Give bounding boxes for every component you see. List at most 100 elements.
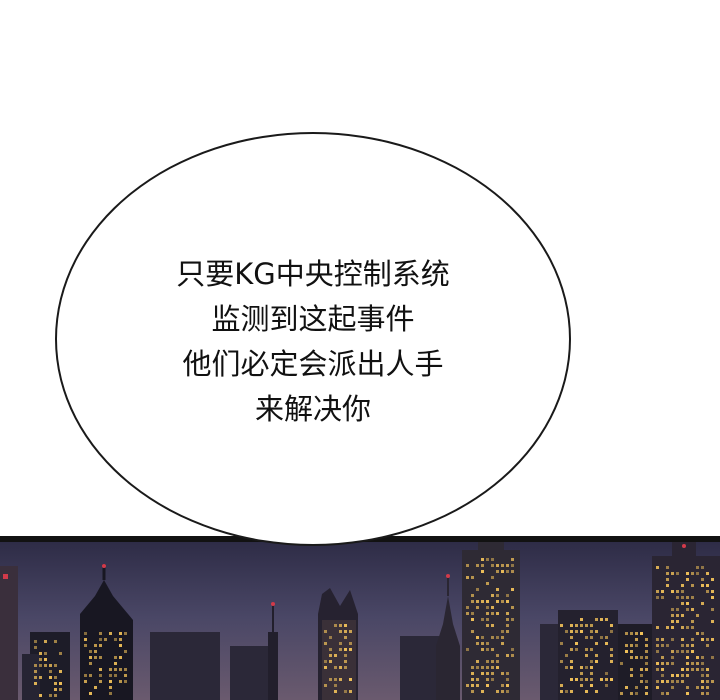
window-light [329, 654, 332, 657]
window-light [84, 638, 87, 641]
window-light [565, 666, 568, 669]
window-light [580, 618, 583, 621]
window-light [466, 564, 469, 567]
window-light [691, 608, 694, 611]
window-light [691, 626, 694, 629]
window-light [511, 606, 514, 609]
window-light [585, 624, 588, 627]
window-light [671, 638, 674, 641]
window-light [656, 662, 659, 665]
window-light [711, 620, 714, 623]
window-light [570, 630, 573, 633]
window-light [109, 692, 112, 695]
window-light [481, 564, 484, 567]
speech-line-4: 来解决你 [254, 392, 371, 426]
window-light [491, 666, 494, 669]
window-light [691, 596, 694, 599]
window-light [605, 618, 608, 621]
window-light [560, 660, 563, 663]
window-light [99, 656, 102, 659]
window-light [666, 584, 669, 587]
window-light [506, 612, 509, 615]
window-light [466, 612, 469, 615]
window-light [119, 668, 122, 671]
window-light [696, 572, 699, 575]
window-light [54, 682, 57, 685]
window-light [59, 652, 62, 655]
window-light [511, 618, 514, 621]
window-light [701, 674, 704, 677]
window-light [570, 690, 573, 693]
window-light [476, 660, 479, 663]
window-light [595, 690, 598, 693]
window-light [486, 612, 489, 615]
window-light [99, 638, 102, 641]
window-light [590, 648, 593, 651]
city-skyline-panel [0, 536, 720, 700]
window-light [565, 690, 568, 693]
window-light [486, 672, 489, 675]
window-light [506, 678, 509, 681]
window-light [701, 566, 704, 569]
speech-line-3: 他们必定会派出人手 [182, 347, 444, 381]
window-light [491, 564, 494, 567]
window-light [681, 614, 684, 617]
window-light [610, 654, 613, 657]
window-light [560, 684, 563, 687]
window-light [109, 680, 112, 683]
window-light [620, 692, 623, 695]
window-light [501, 564, 504, 567]
window-light [34, 646, 37, 649]
window-light [486, 582, 489, 585]
window-light [511, 654, 514, 657]
window-light [625, 632, 628, 635]
window-light [585, 666, 588, 669]
window-light [466, 576, 469, 579]
window-light [676, 680, 679, 683]
window-light [610, 648, 613, 651]
window-light [676, 572, 679, 575]
window-light [590, 630, 593, 633]
window-light [54, 664, 57, 667]
window-light [44, 664, 47, 667]
window-light [661, 596, 664, 599]
window-light [49, 670, 52, 673]
window-light [496, 564, 499, 567]
window-light [124, 674, 127, 677]
window-light [671, 674, 674, 677]
window-light [671, 626, 674, 629]
window-light [339, 630, 342, 633]
window-light [590, 672, 593, 675]
window-light [496, 612, 499, 615]
window-light [671, 572, 674, 575]
window-light [344, 630, 347, 633]
window-light [671, 686, 674, 689]
window-light [681, 668, 684, 671]
window-light [671, 608, 674, 611]
window-light [706, 668, 709, 671]
window-light [99, 632, 102, 635]
window-light [701, 638, 704, 641]
window-light [686, 686, 689, 689]
window-light [349, 642, 352, 645]
window-light [595, 654, 598, 657]
window-light [701, 668, 704, 671]
window-light [691, 644, 694, 647]
window-light [681, 584, 684, 587]
window-light [676, 608, 679, 611]
window-light [565, 654, 568, 657]
window-light [595, 642, 598, 645]
window-light [701, 680, 704, 683]
window-light [339, 666, 342, 669]
window-light [630, 632, 633, 635]
window-light [610, 660, 613, 663]
window-light [666, 644, 669, 647]
window-light [471, 630, 474, 633]
window-light [496, 594, 499, 597]
speech-bubble [55, 132, 571, 546]
window-light [491, 558, 494, 561]
window-light [496, 690, 499, 693]
window-light [671, 662, 674, 665]
window-light [481, 642, 484, 645]
window-light [575, 630, 578, 633]
